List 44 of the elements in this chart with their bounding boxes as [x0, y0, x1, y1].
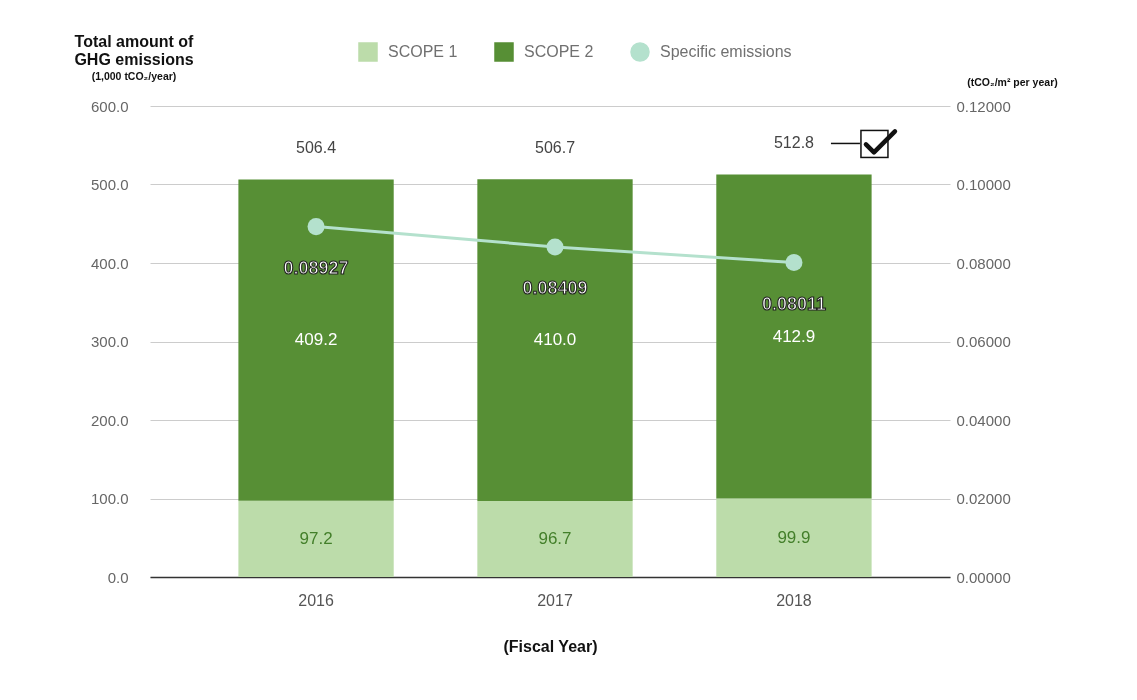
data-label: 0.08011: [761, 293, 826, 314]
bar: [477, 501, 633, 577]
y2-tick-label: 0.12000: [956, 97, 1011, 115]
data-label: 0.08409: [522, 277, 588, 298]
y-tick-label: 200.0: [90, 411, 129, 429]
y-tick-label: 300.0: [90, 333, 129, 350]
y2-tick-label: 0.06000: [956, 333, 1011, 350]
point: [785, 254, 803, 272]
legend-label: Specific emissions: [660, 43, 792, 60]
y2-tick-label: 0.08000: [956, 254, 1011, 272]
legend-label: SCOPE 1: [388, 43, 458, 60]
y-tick-label: 100.0: [90, 490, 129, 507]
y-axis-title: Total amount of GHG emissions (1,000 tCO₂/year): [74, 33, 194, 84]
y-tick-label: 600.0: [90, 97, 129, 115]
total-label: 512.8: [773, 134, 815, 152]
bar: [716, 498, 872, 577]
total-label: 506.4: [296, 139, 337, 157]
data-label: 410.0: [533, 330, 577, 350]
data-label: 0.08927: [283, 257, 349, 278]
legend-label: SCOPE 2: [524, 43, 594, 60]
y2-axis-title: (tCO₂/m² per year): [967, 75, 1058, 88]
x-tick-label: 2016: [298, 591, 334, 609]
y-tick-label: 400.0: [90, 254, 129, 272]
y2-tick-label: 0.00000: [956, 568, 1011, 586]
total-label: 506.7: [534, 139, 576, 157]
data-label: 412.9: [772, 326, 816, 346]
data-label: 409.2: [294, 330, 338, 350]
x-tick-label: 2017: [537, 591, 573, 609]
x-tick-label: 2018: [776, 591, 812, 609]
data-label: 97.2: [299, 528, 333, 548]
x-axis-title: (Fiscal Year): [503, 637, 598, 655]
point: [546, 238, 564, 256]
y-tick-label: 0.0: [107, 568, 129, 586]
y2-tick-label: 0.04000: [956, 411, 1011, 429]
data-label: 96.7: [538, 529, 572, 549]
y2-tick-label: 0.10000: [956, 176, 1011, 193]
bar: [477, 179, 633, 502]
bar: [716, 174, 872, 499]
bar: [238, 179, 394, 501]
data-label: 99.9: [777, 527, 811, 547]
bar: [238, 500, 394, 577]
y-tick-label: 500.0: [90, 176, 129, 193]
y2-tick-label: 0.02000: [956, 490, 1011, 507]
point: [307, 218, 325, 236]
